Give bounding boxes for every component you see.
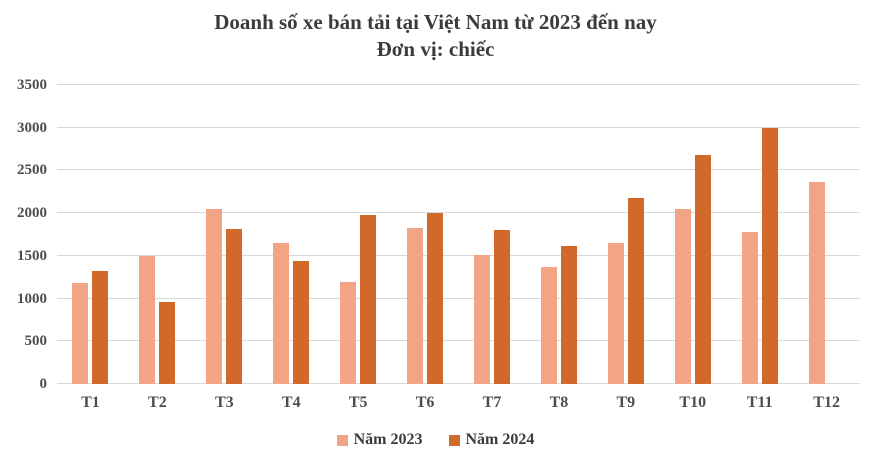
y-tick-label: 500 [24, 333, 48, 350]
y-tick-label: 2000 [17, 205, 47, 222]
gridline [57, 84, 860, 85]
plot-area [57, 84, 860, 384]
bar-t9-năm-2024 [627, 197, 644, 384]
legend-label-2023: Năm 2023 [353, 431, 423, 448]
legend-item-2024: Năm 2024 [448, 431, 535, 449]
x-tick-label-t12: T12 [813, 394, 840, 411]
bar-t8-năm-2023 [540, 266, 557, 384]
bar-t7-năm-2024 [493, 230, 510, 384]
bar-t11-năm-2024 [761, 127, 778, 384]
bar-group-t3 [191, 85, 258, 384]
x-axis-labels: T1 T2 T3 T4 T5 T6 T7 T8 T9 T10 T11 T12 [57, 394, 860, 412]
y-tick-label: 3000 [17, 119, 47, 136]
chart-title: Doanh số xe bán tải tại Việt Nam từ 2023… [214, 10, 657, 34]
y-tick-label: 0 [39, 376, 48, 392]
bar-group-t11 [726, 85, 793, 384]
bar-group-t1 [57, 85, 124, 384]
bar-t6-năm-2023 [407, 227, 424, 384]
bar-t6-năm-2024 [427, 213, 444, 384]
bar-group-t4 [258, 85, 325, 384]
bar-group-t8 [525, 85, 592, 384]
bar-t9-năm-2023 [607, 243, 624, 384]
x-tick-label-t2: T2 [148, 394, 167, 411]
bar-t5-năm-2024 [360, 214, 377, 384]
gridline [57, 169, 860, 171]
legend-label-2024: Năm 2024 [465, 431, 535, 448]
x-tick-label-t3: T3 [214, 394, 234, 411]
bar-t7-năm-2023 [473, 255, 490, 384]
bar-t1-năm-2024 [92, 271, 109, 384]
chart-subtitle: Đơn vị: chiếc [376, 37, 495, 61]
bar-group-t5 [325, 85, 392, 384]
bar-group-t9 [592, 85, 659, 384]
y-axis-labels: 0 500 1000 1500 2000 2500 3000 3500 [0, 77, 48, 392]
bar-t4-năm-2023 [273, 243, 290, 384]
legend: Năm 2023 Năm 2024 [0, 431, 871, 449]
x-tick-label-t1: T1 [81, 394, 100, 411]
gridline [57, 297, 860, 299]
y-tick-label: 1500 [17, 247, 47, 264]
gridline [57, 212, 860, 214]
x-tick-label-t7: T7 [482, 394, 502, 411]
bar-t10-năm-2023 [674, 208, 691, 384]
bar-t12-năm-2023 [808, 182, 825, 384]
y-tick-label: 1000 [17, 290, 47, 307]
bar-group-t10 [659, 85, 726, 384]
bar-group-t2 [124, 85, 191, 384]
bar-t2-năm-2024 [159, 302, 176, 384]
x-tick-label-t10: T10 [679, 394, 707, 411]
legend-swatch-2024 [448, 434, 460, 446]
bar-t11-năm-2023 [741, 231, 758, 384]
bar-t2-năm-2023 [139, 255, 156, 384]
x-tick-label-t5: T5 [348, 394, 368, 411]
y-tick-label: 2500 [17, 162, 47, 179]
bar-t5-năm-2023 [340, 282, 357, 384]
gridline [57, 383, 860, 384]
bar-group-t6 [392, 85, 459, 384]
y-tick-label: 3500 [17, 77, 47, 93]
x-tick-label-t4: T4 [281, 394, 301, 411]
bar-group-t12 [793, 85, 860, 384]
bar-t4-năm-2024 [293, 260, 310, 384]
x-tick-label-t9: T9 [616, 394, 636, 411]
gridline [57, 340, 860, 342]
bar-group-t7 [459, 85, 526, 384]
x-tick-label-t11: T11 [746, 394, 773, 411]
bar-t1-năm-2023 [72, 283, 89, 384]
bar-t3-năm-2024 [226, 229, 243, 384]
title-block: Doanh số xe bán tải tại Việt Nam từ 2023… [0, 8, 871, 62]
x-tick-label-t6: T6 [415, 394, 435, 411]
x-tick-label-t8: T8 [549, 394, 569, 411]
bar-t8-năm-2024 [560, 245, 577, 384]
bar-t10-năm-2024 [694, 155, 711, 384]
legend-swatch-2023 [336, 434, 348, 446]
legend-item-2023: Năm 2023 [336, 431, 423, 449]
gridline [57, 254, 860, 256]
gridline [57, 126, 860, 128]
bar-groups [57, 85, 860, 384]
bar-t3-năm-2023 [206, 208, 223, 384]
